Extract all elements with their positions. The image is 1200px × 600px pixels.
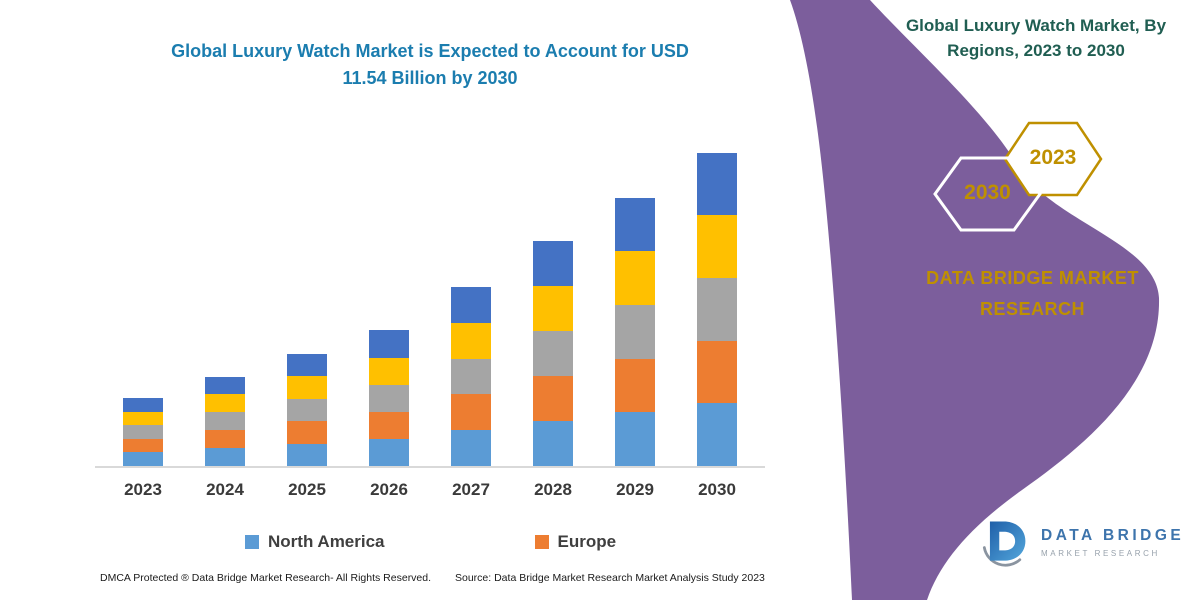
legend-item-europe: Europe (534, 532, 617, 552)
bar-segment (451, 322, 491, 359)
bar-segment (615, 251, 655, 305)
bar-2030 (697, 152, 737, 466)
logo-name: DATA BRIDGE (1041, 526, 1185, 544)
dmca-notice: DMCA Protected ® Data Bridge Market Rese… (100, 572, 432, 584)
bar-segment (615, 304, 655, 359)
hexagon-2030-shape (933, 156, 1042, 232)
bar-2023 (123, 398, 163, 466)
bar-segment (615, 358, 655, 413)
bar-segment (451, 430, 491, 466)
x-axis-label-2028: 2028 (534, 480, 572, 499)
chart-area: Global Luxury Watch Market is Expected t… (95, 0, 765, 600)
legend-label: Europe (557, 532, 617, 551)
x-axis-label-2027: 2027 (452, 480, 490, 499)
bar-segment (287, 443, 327, 466)
x-axis-label-2029: 2029 (616, 480, 654, 499)
legend-swatch-icon (245, 535, 259, 549)
bar-2024 (205, 376, 245, 466)
bar-segment (287, 376, 327, 399)
chart-legend: North America Europe (245, 532, 616, 552)
bar-segment (123, 425, 163, 439)
data-bridge-logo-icon (982, 521, 1026, 567)
bar-segment (287, 421, 327, 444)
logo-text: DATA BRIDGE MARKET RESEARCH (1041, 527, 1184, 558)
bar-segment (697, 215, 737, 279)
bar-segment (369, 357, 409, 385)
bar-2027 (451, 287, 491, 466)
bar-segment (451, 358, 491, 395)
bar-segment (123, 398, 163, 412)
bar-segment (205, 412, 245, 431)
bar-segment (697, 278, 737, 341)
hexagon-2030-label: 2030 (964, 181, 1011, 204)
data-bridge-logo: DATA BRIDGE MARKET RESEARCH (975, 514, 1184, 570)
bar-2028 (533, 240, 573, 466)
x-axis-labels: 2023 2024 2025 2026 2027 2028 2029 2030 (95, 480, 765, 500)
bar-2029 (615, 197, 655, 466)
bar-segment (205, 448, 245, 466)
purple-ribbon-graphic (790, 0, 1160, 600)
x-axis-label-2030: 2030 (698, 480, 736, 499)
chart-title-line2: 11.54 Billion by 2030 (342, 68, 518, 88)
bar-segment (123, 452, 163, 466)
legend-item-north-america: North America (245, 532, 385, 552)
bar-segment (533, 375, 573, 421)
bar-segment (287, 353, 327, 376)
bar-segment (451, 394, 491, 431)
bar-segment (205, 394, 245, 413)
x-axis-label-2025: 2025 (288, 480, 326, 499)
bar-segment (205, 430, 245, 449)
bar-segment (123, 438, 163, 453)
bar-segment (697, 340, 737, 404)
bar-segment (533, 330, 573, 376)
right-panel: Global Luxury Watch Market, By Regions, … (790, 0, 1200, 600)
stacked-bar-plot (95, 148, 765, 468)
bar-2025 (287, 353, 327, 466)
panel-heading-line2: Regions, 2023 to 2030 (947, 40, 1125, 60)
x-axis-label-2023: 2023 (124, 480, 162, 499)
bar-segment (533, 420, 573, 466)
bar-segment (369, 330, 409, 358)
bar-segment (615, 412, 655, 466)
purple-ribbon-shape (790, 0, 1160, 600)
hexagon-2023-label: 2023 (1029, 146, 1077, 169)
bar-segment (451, 287, 491, 323)
bar-segment (369, 411, 409, 439)
brand-wordmark: DATA BRIDGE MARKET RESEARCH (926, 268, 1139, 319)
bar-segment (123, 411, 163, 426)
bar-segment (205, 376, 245, 395)
bar-segment (533, 285, 573, 331)
bar-segment (369, 438, 409, 466)
logo-tagline: MARKET RESEARCH (1041, 548, 1160, 558)
x-axis-label-2026: 2026 (370, 480, 408, 499)
source-notice: Source: Data Bridge Market Research Mark… (455, 572, 765, 584)
panel-heading-line1: Global Luxury Watch Market, By (905, 16, 1167, 35)
bar-segment (697, 152, 737, 216)
bar-segment (369, 384, 409, 412)
bar-2026 (369, 330, 409, 466)
bar-segment (533, 240, 573, 286)
bar-segment (697, 403, 737, 466)
bar-segment (287, 398, 327, 421)
chart-title: Global Luxury Watch Market is Expected t… (110, 38, 750, 92)
x-axis-label-2024: 2024 (206, 480, 244, 499)
bar-segment (615, 197, 655, 252)
chart-title-line1: Global Luxury Watch Market is Expected t… (171, 41, 689, 61)
legend-swatch-icon (534, 535, 549, 549)
legend-label: North America (268, 532, 385, 551)
panel-heading: Global Luxury Watch Market, By Regions, … (880, 14, 1192, 63)
